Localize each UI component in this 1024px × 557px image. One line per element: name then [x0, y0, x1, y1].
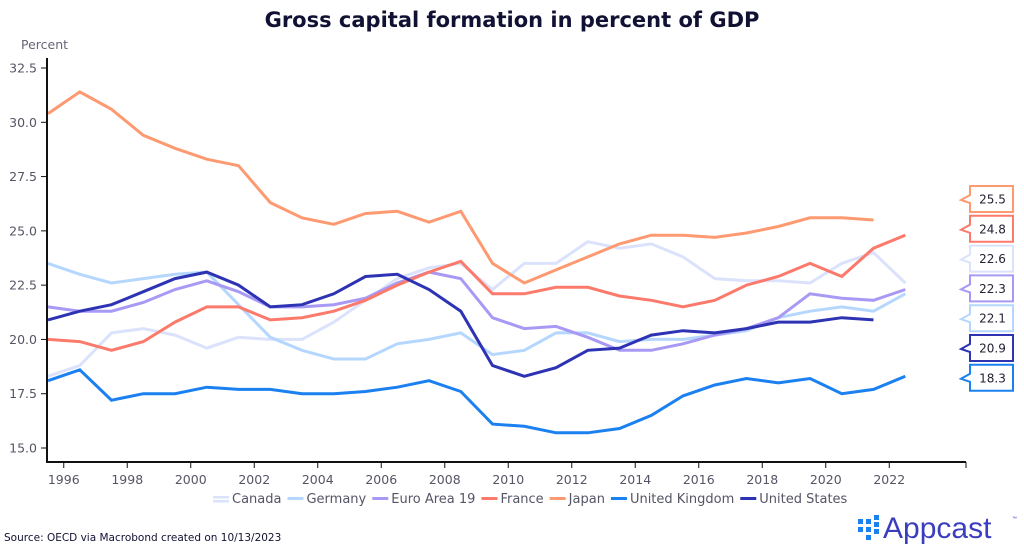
legend-swatch	[213, 500, 229, 503]
legend-label: United States	[759, 492, 847, 507]
series-line-japan	[47, 90, 874, 285]
legend-swatch	[549, 497, 566, 500]
legend-item-canada: Canada	[213, 492, 281, 507]
y-tick-label: 25.0	[9, 223, 37, 238]
callout-value: 18.3	[979, 371, 1006, 385]
legend-label: Germany	[306, 492, 366, 507]
legend-label: France	[500, 492, 543, 507]
source-note: Source: OECD via Macrobond created on 10…	[4, 532, 281, 544]
legend-swatch	[481, 497, 498, 500]
series-line-euro-area-19	[47, 270, 906, 352]
callout-united-states: 20.9	[958, 334, 1014, 362]
callout-japan: 25.5	[958, 185, 1014, 213]
callout-euro-area-19: 22.3	[958, 274, 1014, 303]
x-tick-label: 2020	[810, 472, 842, 487]
appcast-logo: Appcast ™	[858, 512, 1017, 545]
callout-united-kingdom: 18.3	[958, 363, 1014, 392]
y-tick-label: 17.5	[9, 386, 37, 401]
y-tick-label: 27.5	[9, 169, 37, 184]
callout-box	[958, 214, 1014, 243]
legend-label: Japan	[568, 492, 605, 507]
callout-value: 22.1	[979, 312, 1006, 326]
callout-box	[958, 363, 1014, 392]
plot-area	[47, 90, 907, 435]
callout-value: 24.8	[979, 222, 1006, 236]
callout-value: 22.3	[979, 282, 1006, 296]
callout-box	[958, 334, 1014, 362]
x-tick-label: 2016	[683, 472, 715, 487]
appcast-logo-text: Appcast	[883, 512, 992, 545]
x-tick-label: 2004	[302, 472, 334, 487]
series-line-united-states	[47, 270, 874, 378]
x-tick-label: 2018	[746, 472, 778, 487]
x-tick-label: 2002	[238, 472, 270, 487]
last-value-callouts: 25.5 24.8 22.6 22.3 22.1 20.9 18.3	[958, 185, 1014, 392]
callout-canada: 22.6	[958, 244, 1014, 273]
series-line-canada	[47, 240, 907, 378]
legend-swatch	[740, 497, 757, 500]
callout-value: 22.6	[979, 252, 1006, 266]
callout-france: 24.8	[958, 214, 1014, 243]
y-tick-label: 22.5	[9, 278, 37, 293]
series-line-united-kingdom	[47, 368, 906, 435]
y-tick-label: 20.0	[9, 332, 37, 347]
x-tick-label: 2000	[175, 472, 207, 487]
y-tick-label: 32.5	[9, 61, 37, 76]
y-axis: 15.0 17.5 20.0 22.5 25.0 27.5 30.0 32.5	[9, 61, 47, 456]
callout-box	[958, 274, 1014, 303]
legend: Canada Germany Euro Area 19 France Japan Unit…	[213, 492, 848, 507]
legend-item-germany: Germany	[287, 492, 367, 507]
trademark-mark: ™	[1012, 516, 1017, 522]
legend-swatch	[213, 496, 229, 499]
x-tick-label: 2014	[619, 472, 651, 487]
y-tick-label: 30.0	[9, 115, 37, 130]
x-axis: 1996 1998 2000 2002 2004 2006 2008 2010 2012 2014…	[48, 462, 967, 487]
legend-item-united-states: United States	[740, 492, 848, 507]
callout-box	[958, 244, 1014, 273]
x-tick-label: 2010	[492, 472, 524, 487]
appcast-logo-icon	[858, 515, 879, 540]
y-axis-label: Percent	[21, 37, 68, 52]
legend-label: United Kingdom	[630, 492, 734, 507]
legend-swatch	[372, 497, 389, 500]
legend-item-japan: Japan	[549, 492, 605, 507]
legend-item-france: France	[481, 492, 544, 507]
legend-item-united-kingdom: United Kingdom	[610, 492, 734, 507]
series-line-france	[47, 233, 906, 352]
callout-box	[958, 185, 1014, 213]
x-tick-label: 1996	[48, 472, 80, 487]
legend-item-euro-area-19: Euro Area 19	[372, 492, 475, 507]
callout-value: 20.9	[979, 342, 1006, 356]
x-tick-label: 2022	[873, 472, 905, 487]
x-tick-label: 2008	[429, 472, 461, 487]
chart-title: Gross capital formation in percent of GD…	[265, 8, 760, 32]
legend-label: Canada	[232, 492, 281, 507]
legend-swatch	[287, 497, 304, 500]
x-tick-label: 2012	[556, 472, 588, 487]
y-tick-label: 15.0	[9, 441, 37, 456]
callout-germany: 22.1	[958, 304, 1014, 333]
callout-box	[958, 304, 1014, 333]
x-tick-label: 1998	[111, 472, 143, 487]
legend-label: Euro Area 19	[391, 492, 475, 507]
callout-value: 25.5	[979, 193, 1006, 207]
legend-swatch	[610, 497, 627, 500]
x-tick-label: 2006	[365, 472, 397, 487]
